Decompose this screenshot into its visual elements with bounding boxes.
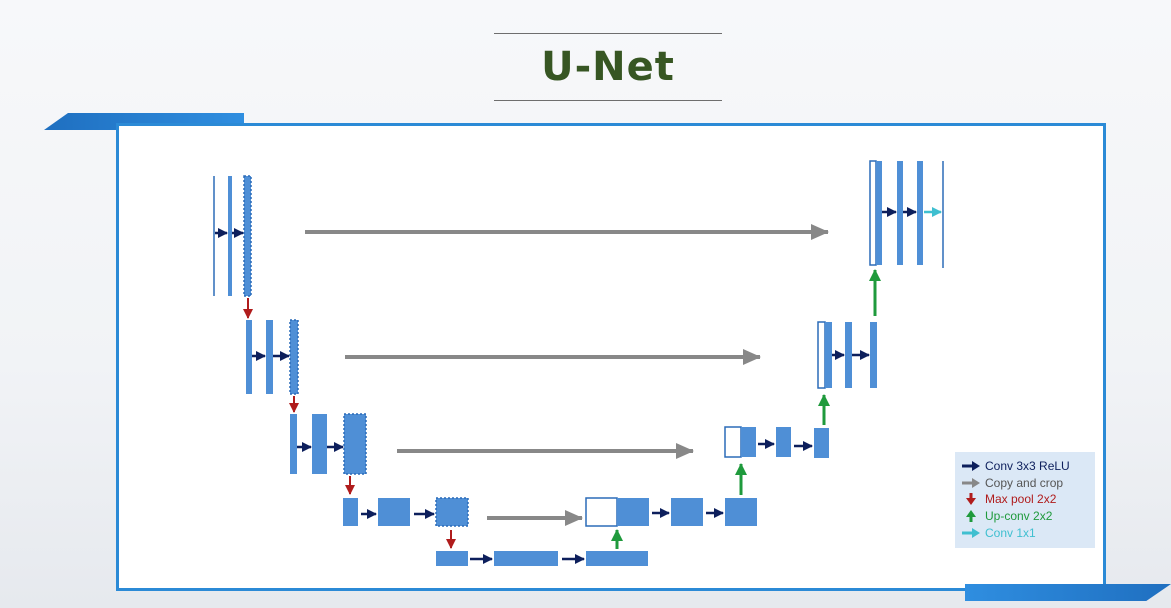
encoder-level-3 <box>290 413 367 475</box>
legend-item-conv: Conv 3x3 ReLU <box>961 458 1089 475</box>
arrow-down-icon <box>966 493 976 506</box>
arrow-up-icon <box>966 510 976 523</box>
encoder-level-4 <box>343 497 469 527</box>
legend: Conv 3x3 ReLU Copy and crop Max pool 2x2… <box>955 452 1095 548</box>
legend-label: Conv 3x3 ReLU <box>985 459 1070 474</box>
arrow-right-icon <box>962 461 980 472</box>
legend-item-copy-crop: Copy and crop <box>961 475 1089 492</box>
decoder-level-1 <box>869 160 944 268</box>
legend-label: Max pool 2x2 <box>985 492 1057 507</box>
encoder-level-1 <box>213 175 252 297</box>
legend-item-up-conv: Up-conv 2x2 <box>961 508 1089 525</box>
legend-label: Conv 1x1 <box>985 525 1036 540</box>
title-top-rule <box>494 33 722 34</box>
frame-tab-right <box>965 584 1171 601</box>
legend-item-conv-1x1: Conv 1x1 <box>961 524 1089 541</box>
legend-label: Up-conv 2x2 <box>985 509 1053 524</box>
legend-item-max-pool: Max pool 2x2 <box>961 491 1089 508</box>
page-title: U-Net <box>541 44 675 90</box>
title-bottom-rule <box>494 100 722 101</box>
legend-label: Copy and crop <box>985 475 1064 490</box>
decoder-level-2 <box>817 321 877 389</box>
arrow-right-icon <box>962 527 980 538</box>
arrow-right-icon <box>962 477 980 488</box>
encoder-level-2 <box>246 319 299 395</box>
decoder-level-3 <box>724 426 829 458</box>
bottleneck <box>436 551 648 566</box>
decoder-level-4 <box>585 497 757 527</box>
